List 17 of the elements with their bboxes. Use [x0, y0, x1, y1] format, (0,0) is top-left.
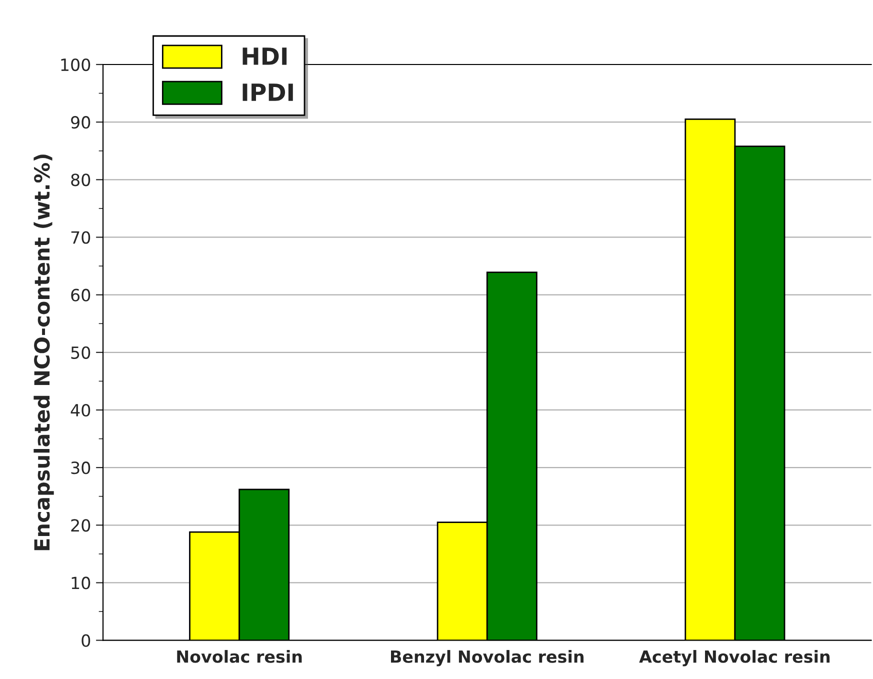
y-tick-label: 70	[71, 231, 90, 244]
x-tick-label: Benzyl Novolac resin	[391, 650, 584, 666]
y-tick-label: 20	[71, 519, 90, 532]
x-tick-label: Acetyl Novolac resin	[639, 650, 830, 666]
x-tick-label: Novolac resin	[177, 650, 302, 663]
y-tick-label: 90	[71, 116, 90, 129]
y-tick-label: 0	[82, 634, 90, 647]
y-tick-label: 40	[70, 404, 90, 417]
y-tick-label: 80	[71, 174, 90, 186]
y-axis-title: Encapsulated NCO-content (wt.%)	[34, 154, 54, 550]
legend-label: HDI	[242, 48, 287, 65]
y-tick-label: 100	[61, 58, 90, 72]
y-tick-label: 60	[71, 288, 90, 302]
legend-label: IPDI	[242, 84, 293, 101]
y-tick-label: 10	[72, 576, 90, 590]
y-tick-label: 50	[71, 346, 90, 359]
y-tick-label: 30	[71, 462, 90, 474]
